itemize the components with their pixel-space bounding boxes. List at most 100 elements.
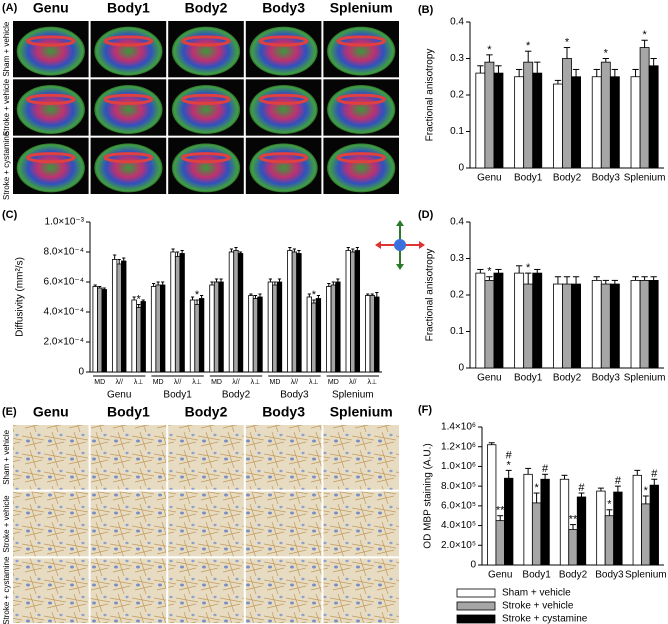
x-tick-label: MD — [211, 379, 222, 386]
column-header: Splenium — [330, 404, 393, 420]
bar — [311, 302, 317, 373]
group-label: Body2 — [222, 390, 251, 401]
x-tick-label: Body3 — [595, 570, 624, 581]
x-tick-label: MD — [153, 379, 164, 386]
bar — [111, 259, 118, 373]
x-tick-label: λ// — [116, 379, 123, 386]
y-tick-label: 6.0×10⁻⁴ — [44, 277, 84, 288]
bar — [487, 444, 497, 566]
bar — [630, 76, 641, 169]
image-cell — [323, 491, 399, 557]
bar — [189, 299, 196, 373]
callosum — [181, 93, 231, 105]
significance-mark: # — [542, 463, 549, 475]
row-label: Sham + vehicle — [2, 21, 11, 76]
direction-icon — [375, 220, 425, 270]
x-tick-label: Body1 — [514, 373, 543, 384]
bar — [639, 279, 650, 369]
significance-mark: * — [487, 44, 492, 56]
x-tick-label: Body2 — [559, 570, 588, 581]
brain-map — [327, 85, 396, 134]
x-tick-label: Genu — [477, 173, 501, 184]
y-tick-label: 0.3 — [450, 53, 464, 64]
legend-label: Stroke + vehicle — [502, 601, 574, 612]
bar — [532, 72, 543, 169]
significance-mark: ** — [569, 513, 578, 525]
column-header: Body1 — [107, 404, 150, 420]
y-tick-label: 1.0×10⁶ — [441, 461, 476, 472]
row-label: Stroke + vehicle — [2, 495, 11, 553]
y-tick-label: 0 — [78, 367, 84, 378]
bar — [131, 299, 137, 373]
column-header: Body3 — [262, 0, 305, 16]
column-header: Body1 — [107, 0, 150, 16]
bar — [92, 286, 98, 373]
bar — [475, 72, 486, 169]
x-tick-label: Genu — [477, 373, 501, 384]
column-header: Genu — [33, 0, 69, 16]
callosum — [26, 93, 76, 105]
bar — [160, 284, 166, 373]
brain-map — [94, 26, 163, 76]
bar — [335, 281, 341, 373]
bar — [571, 283, 581, 369]
y-axis-label: Fractional anisotropy — [425, 249, 436, 342]
panel-label: (A) — [2, 2, 18, 14]
y-tick-label: 2.0×10⁻⁴ — [44, 337, 84, 348]
bar — [609, 76, 620, 169]
x-tick-label: λ// — [232, 379, 239, 386]
panel-label: (D) — [418, 209, 434, 221]
y-axis-label: OD MBP staining (A.U.) — [423, 443, 434, 548]
bar — [97, 287, 103, 373]
bar — [287, 250, 293, 373]
y-tick-label: 1.4×10⁶ — [441, 422, 476, 433]
bar — [571, 76, 581, 169]
y-tick-label: 0.4 — [450, 217, 464, 228]
x-tick-label: Splenium — [624, 173, 666, 184]
legend-swatch — [456, 588, 496, 598]
x-tick-label: λ⊥ — [192, 379, 202, 386]
brain-map — [16, 143, 85, 193]
legend-swatch — [456, 614, 496, 624]
row-label: Stroke + cystamine — [2, 131, 11, 200]
column-header: Body2 — [185, 404, 228, 420]
y-tick-label: 0.2 — [450, 90, 464, 101]
bar — [604, 515, 615, 566]
significance-mark: * — [607, 499, 612, 511]
panel-label: (E) — [2, 406, 17, 418]
y-tick-label: 0.2 — [450, 290, 464, 301]
callosum — [26, 152, 76, 164]
image-cell — [90, 491, 167, 557]
y-tick-label: 0 — [458, 163, 464, 174]
callosum — [181, 152, 231, 164]
x-tick-label: Body1 — [514, 173, 543, 184]
bar — [306, 296, 312, 373]
bar — [209, 284, 215, 373]
row-label: Sham + vehicle — [2, 429, 11, 484]
bar — [484, 279, 495, 369]
bar — [194, 304, 200, 373]
bar — [553, 83, 563, 169]
bar — [257, 296, 263, 373]
image-cell — [323, 558, 399, 623]
significance-mark: * — [565, 36, 570, 48]
bar — [576, 496, 587, 566]
bar — [632, 474, 642, 566]
bar — [237, 253, 244, 373]
brain-map — [249, 85, 318, 134]
y-tick-label: 0 — [470, 560, 476, 571]
x-tick-label: Genu — [488, 570, 512, 581]
image-cell — [13, 558, 89, 623]
callosum — [336, 93, 386, 105]
bar — [272, 284, 278, 373]
image-cell — [245, 425, 322, 490]
x-tick-label: Body2 — [553, 373, 582, 384]
y-tick-label: 0.3 — [450, 253, 464, 264]
bar — [116, 263, 122, 373]
bar — [609, 283, 620, 369]
bar — [218, 281, 224, 373]
panel-label: (C) — [2, 209, 18, 221]
bar — [170, 251, 176, 373]
